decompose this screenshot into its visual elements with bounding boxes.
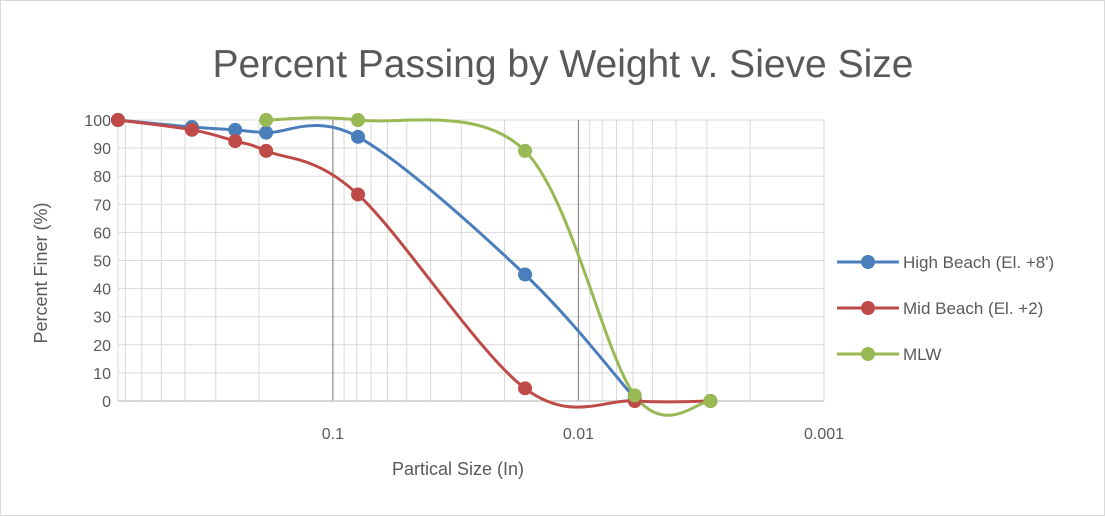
y-axis-title: Percent Finer (%) xyxy=(31,202,51,343)
data-point xyxy=(184,122,199,137)
chart-legend: High Beach (El. +8') Mid Beach (El. +2) ML… xyxy=(837,253,1054,364)
legend-marker xyxy=(861,255,875,269)
legend-label: High Beach (El. +8') xyxy=(903,253,1054,272)
data-point xyxy=(259,113,274,127)
data-point xyxy=(703,394,718,408)
y-axis-ticks: 0 10 20 30 40 50 60 70 80 90 100 xyxy=(84,113,111,411)
y-tick-label: 30 xyxy=(93,310,111,327)
chart-title: Percent Passing by Weight v. Sieve Size xyxy=(213,43,914,86)
data-point xyxy=(228,122,243,137)
y-tick-label: 60 xyxy=(93,225,111,242)
data-point xyxy=(259,125,274,140)
y-tick-label: 100 xyxy=(84,113,111,130)
y-tick-label: 90 xyxy=(93,141,111,158)
y-tick-label: 80 xyxy=(93,169,111,186)
legend-label: MLW xyxy=(903,345,941,364)
y-tick-label: 20 xyxy=(93,338,111,355)
legend-marker xyxy=(861,301,875,315)
x-tick-label: 0.01 xyxy=(563,426,594,443)
series-line xyxy=(116,118,637,400)
legend-label: Mid Beach (El. +2) xyxy=(903,299,1043,318)
x-tick-label: 0.1 xyxy=(322,426,344,443)
y-tick-label: 0 xyxy=(102,394,111,411)
data-point xyxy=(259,143,274,158)
x-tick-label: 0.001 xyxy=(804,426,844,443)
data-point xyxy=(228,134,243,149)
series-line xyxy=(264,116,712,417)
y-tick-label: 50 xyxy=(93,254,111,271)
data-point xyxy=(518,381,533,396)
series-curves xyxy=(116,116,712,417)
data-point xyxy=(351,129,366,144)
data-point xyxy=(627,388,642,403)
y-tick-label: 70 xyxy=(93,197,111,214)
data-point xyxy=(351,187,366,202)
legend-marker xyxy=(861,347,875,361)
data-point xyxy=(111,113,125,127)
series-line xyxy=(116,118,712,409)
data-point xyxy=(518,143,533,158)
data-point xyxy=(518,267,533,282)
x-axis-ticks: 0.1 0.01 0.001 xyxy=(322,426,844,443)
data-point xyxy=(351,113,366,127)
series-points xyxy=(111,113,718,408)
chart-grid xyxy=(117,119,825,402)
y-tick-label: 10 xyxy=(93,366,111,383)
y-tick-label: 40 xyxy=(93,282,111,299)
x-axis-title: Partical Size (In) xyxy=(392,459,524,479)
